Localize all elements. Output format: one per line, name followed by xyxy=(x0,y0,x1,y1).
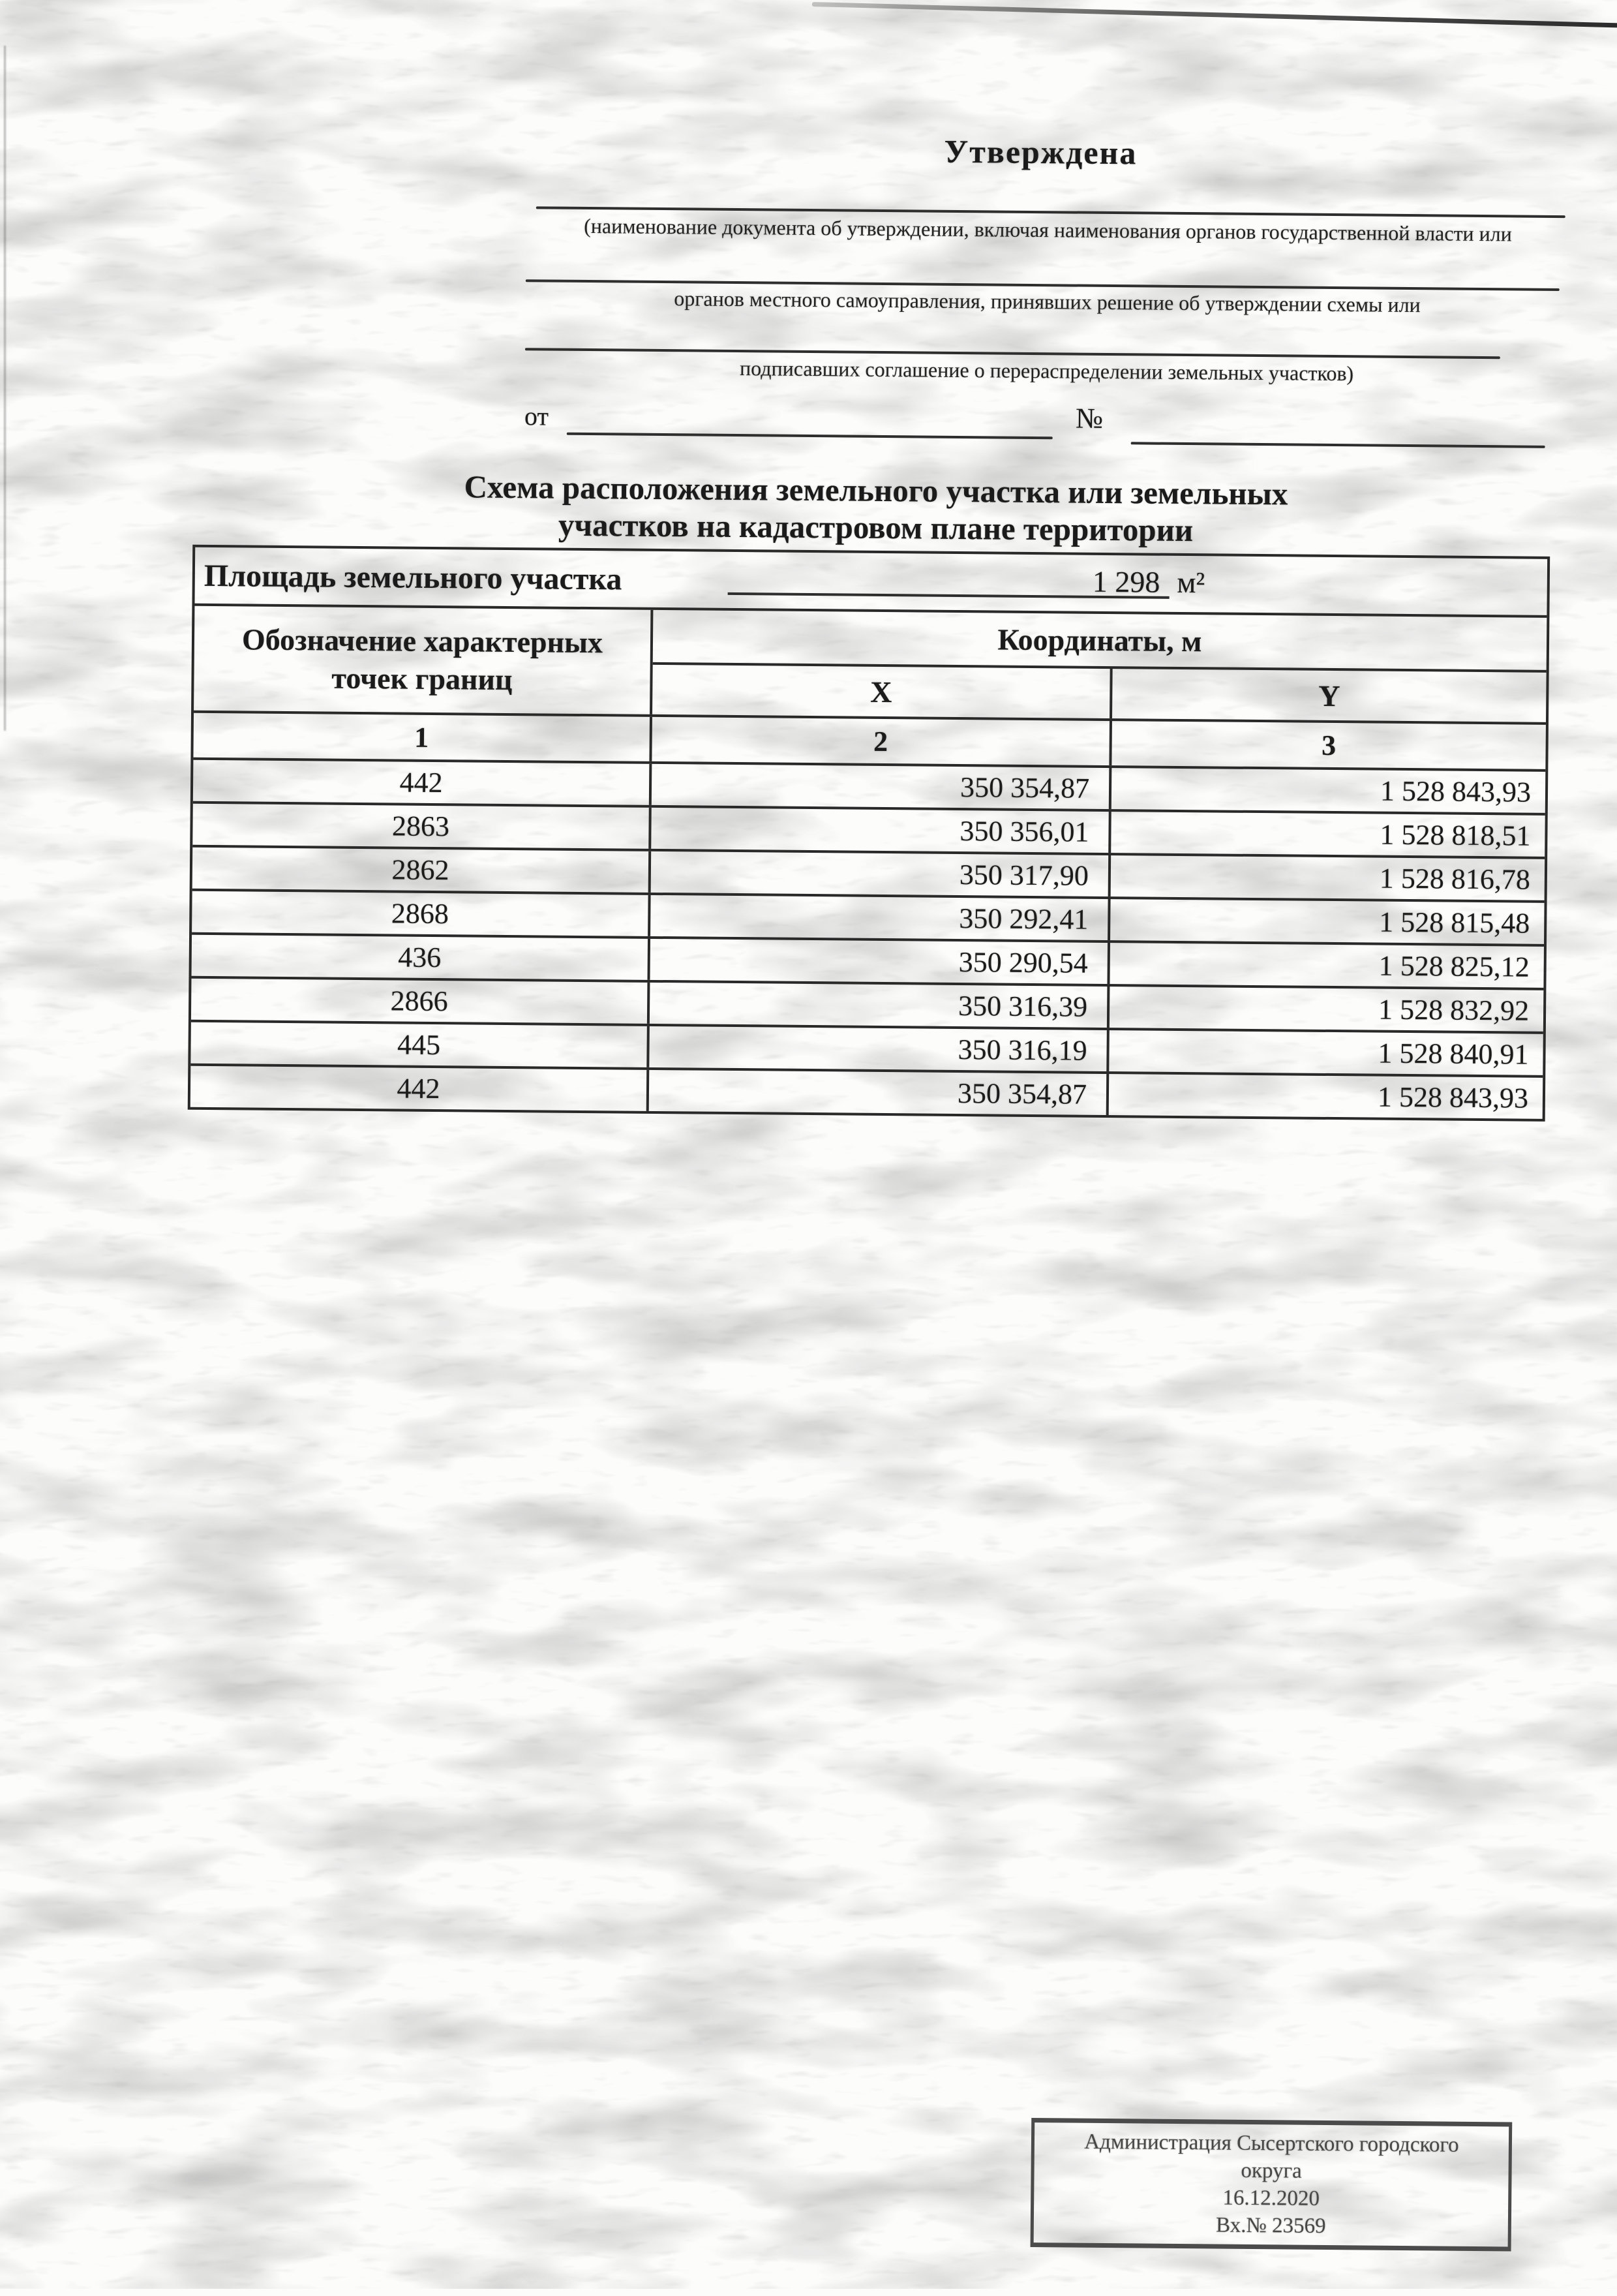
column-header-points: Обозначение характерных точек границ xyxy=(194,605,654,714)
approved-heading: Утверждена xyxy=(944,132,1138,172)
x-cell: 350 316,19 xyxy=(958,1033,1087,1067)
page-title: Схема расположения земельного участка ил… xyxy=(406,468,1346,551)
point-cell: 445 xyxy=(397,1028,441,1062)
point-cell: 442 xyxy=(397,1072,440,1105)
registration-stamp: Администрация Сысертского городского окр… xyxy=(1030,2118,1513,2252)
date-blank-line xyxy=(566,432,1053,440)
point-cell: 436 xyxy=(398,941,442,974)
number-blank-line xyxy=(1130,442,1545,448)
column-headers-xy: X Y xyxy=(652,664,1547,722)
stamp-date: 16.12.2020 xyxy=(1222,2186,1320,2211)
land-area-unit: м² xyxy=(1177,565,1205,600)
stamp-registration-number: Вх.№ 23569 xyxy=(1215,2213,1326,2239)
column-header-coordinates-group: Координаты, м X Y xyxy=(652,609,1547,722)
y-cell: 1 528 815,48 xyxy=(1379,906,1530,940)
stamp-organization-line-1: Администрация Сысертского городского xyxy=(1084,2130,1459,2157)
point-cell: 442 xyxy=(399,766,443,799)
point-cell: 2866 xyxy=(390,985,448,1018)
number-sign-label: № xyxy=(1075,402,1104,435)
point-cell: 2862 xyxy=(391,853,449,887)
column-header-points-line-2: точек границ xyxy=(331,661,513,697)
x-cell: 350 292,41 xyxy=(959,902,1089,936)
stamp-organization-line-2: округа xyxy=(1241,2158,1302,2183)
column-number-1: 1 xyxy=(414,721,429,754)
column-header-points-line-1: Обозначение характерных xyxy=(241,622,603,660)
y-cell: 1 528 843,93 xyxy=(1377,1080,1529,1114)
y-cell: 1 528 818,51 xyxy=(1380,818,1531,852)
y-cell: 1 528 843,93 xyxy=(1380,774,1532,808)
point-cell: 2868 xyxy=(391,897,449,930)
x-cell: 350 290,54 xyxy=(958,946,1088,979)
y-cell: 1 528 825,12 xyxy=(1378,949,1530,983)
column-number-2: 2 xyxy=(873,725,888,758)
approval-caption-line-2: органов местного самоуправления, принявш… xyxy=(674,286,1421,317)
land-area-row: Площадь земельного участка 1 298 м² xyxy=(194,547,1547,615)
x-cell: 350 316,39 xyxy=(958,990,1088,1023)
column-header-y: Y xyxy=(1318,679,1340,712)
x-cell: 350 356,01 xyxy=(960,815,1089,848)
column-header-x: X xyxy=(652,664,1113,719)
table-header-row: Обозначение характерных точек границ Коо… xyxy=(194,603,1547,722)
x-cell: 350 354,87 xyxy=(960,771,1090,804)
y-cell: 1 528 840,91 xyxy=(1378,1037,1529,1071)
land-area-value: 1 298 м² xyxy=(1093,564,1205,600)
y-cell: 1 528 832,92 xyxy=(1378,993,1530,1027)
point-cell: 2863 xyxy=(391,810,450,843)
land-area-label: Площадь земельного участка xyxy=(204,558,622,597)
column-number-3: 3 xyxy=(1321,729,1337,761)
coordinates-table: Площадь земельного участка 1 298 м² Обозн… xyxy=(187,544,1550,1122)
approval-caption-line-1: (наименование документа об утверждении, … xyxy=(584,213,1513,246)
x-cell: 350 317,90 xyxy=(959,859,1089,892)
x-cell: 350 354,87 xyxy=(957,1077,1087,1110)
land-area-number: 1 298 xyxy=(1092,564,1160,599)
y-cell: 1 528 816,78 xyxy=(1379,862,1531,896)
approval-caption-line-3: подписавших соглашение о перераспределен… xyxy=(739,356,1354,386)
date-from-label: от xyxy=(524,401,549,431)
column-header-coordinates: Координаты, м xyxy=(652,609,1547,673)
